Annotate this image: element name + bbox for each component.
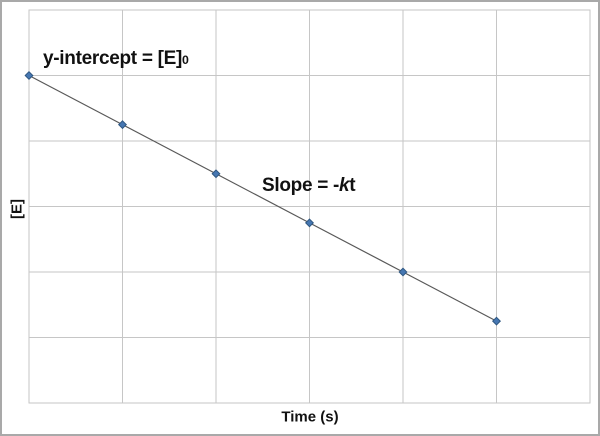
slope-annotation-prefix: Slope = - [262,175,340,196]
data-point-marker [211,169,221,179]
series-line [28,74,497,322]
data-point-marker [304,218,315,228]
y-intercept-annotation-subscript: 0 [182,53,189,67]
plot-area-border [28,9,591,404]
data-point-marker [24,70,34,81]
data-point-marker [117,120,128,130]
slope-annotation-k-italic: k [339,175,350,196]
y-intercept-annotation: y-intercept = [E]0 [43,49,189,68]
x-axis-label: Time (s) [281,408,339,426]
y-axis-label: [E] [8,199,26,219]
slope-annotation: Slope = -kt [262,175,356,196]
y-intercept-annotation-text: y-intercept = [E] [43,48,183,69]
data-point-marker [398,267,408,277]
slope-annotation-t: t [349,175,356,196]
data-point-marker [491,316,502,326]
